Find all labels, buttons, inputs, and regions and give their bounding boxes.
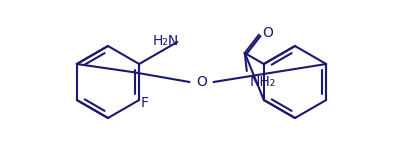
Text: O: O <box>262 26 273 40</box>
Text: O: O <box>196 75 207 89</box>
Text: H₂N: H₂N <box>153 34 179 48</box>
Text: NH₂: NH₂ <box>250 75 276 89</box>
Text: F: F <box>141 96 148 110</box>
